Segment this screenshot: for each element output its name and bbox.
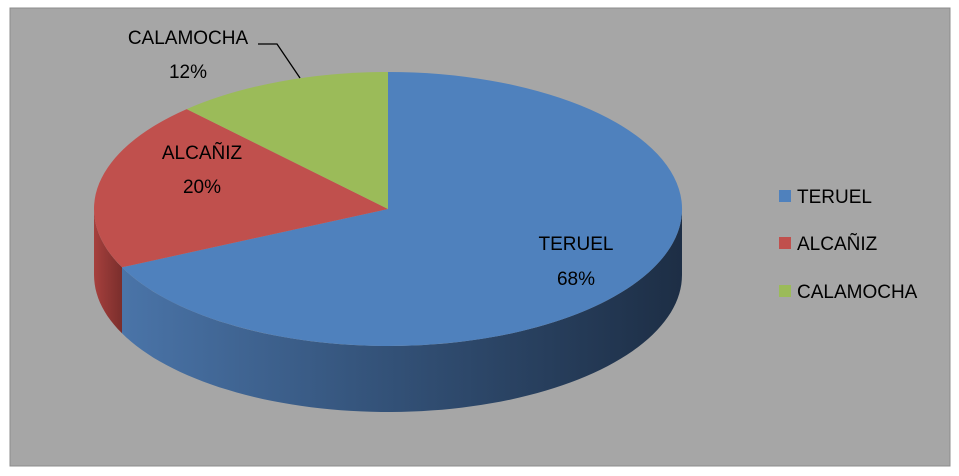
- legend-label-alcaniz: ALCAÑIZ: [797, 233, 878, 255]
- calamocha-leader-line: [258, 43, 301, 79]
- pie-side-alcaniz: [94, 209, 122, 334]
- pie-slice-teruel: [122, 71, 683, 347]
- legend-label-calamocha: CALAMOCHA: [797, 282, 918, 303]
- legend-swatch-teruel: [779, 190, 791, 202]
- data-label-calamocha-name: CALAMOCHA: [128, 28, 249, 49]
- pie-side-teruel: [122, 209, 682, 412]
- data-label-calamocha-value: 12%: [169, 62, 207, 83]
- data-label-teruel-value: 68%: [557, 269, 595, 290]
- legend-item-teruel: TERUEL: [779, 187, 872, 208]
- legend: TERUEL ALCAÑIZ CALAMOCHA: [779, 187, 918, 303]
- legend-swatch-calamocha: [779, 285, 791, 297]
- pie-side-walls: [94, 209, 682, 412]
- data-label-teruel-name: TERUEL: [539, 234, 614, 255]
- pie-slice-calamocha: [186, 71, 388, 209]
- legend-label-teruel: TERUEL: [797, 187, 872, 208]
- legend-swatch-alcaniz: [779, 237, 791, 249]
- pie-slice-alcaniz: [94, 109, 388, 268]
- data-label-alcaniz-value: 20%: [183, 177, 221, 198]
- legend-item-calamocha: CALAMOCHA: [779, 282, 918, 303]
- legend-item-alcaniz: ALCAÑIZ: [779, 233, 878, 255]
- data-label-alcaniz-name: ALCAÑIZ: [162, 142, 243, 164]
- pie-slices: [94, 71, 683, 347]
